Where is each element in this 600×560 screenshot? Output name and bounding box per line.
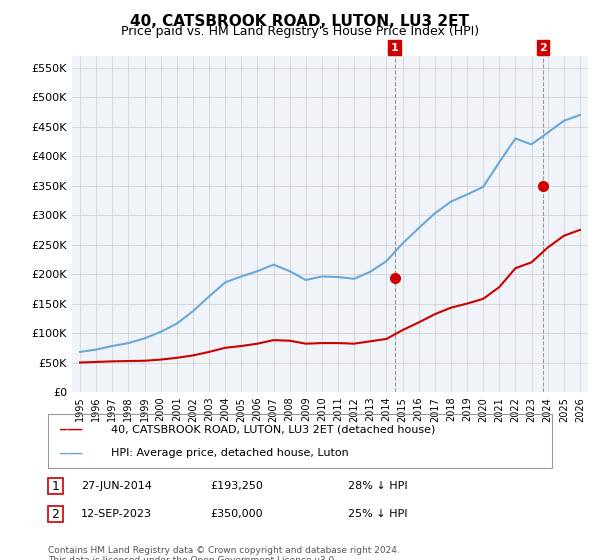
Text: 12-SEP-2023: 12-SEP-2023 [81,509,152,519]
Text: 2: 2 [52,507,59,521]
Text: 40, CATSBROOK ROAD, LUTON, LU3 2ET: 40, CATSBROOK ROAD, LUTON, LU3 2ET [131,14,470,29]
Text: Contains HM Land Registry data © Crown copyright and database right 2024.
This d: Contains HM Land Registry data © Crown c… [48,546,400,560]
Text: 40, CATSBROOK ROAD, LUTON, LU3 2ET (detached house): 40, CATSBROOK ROAD, LUTON, LU3 2ET (deta… [111,424,436,435]
Text: ———: ——— [60,446,83,459]
Text: £350,000: £350,000 [210,509,263,519]
Text: HPI: Average price, detached house, Luton: HPI: Average price, detached house, Luto… [111,447,349,458]
Text: ———: ——— [60,423,83,436]
Text: 1: 1 [391,43,398,53]
Text: 28% ↓ HPI: 28% ↓ HPI [348,481,407,491]
Text: 27-JUN-2014: 27-JUN-2014 [81,481,152,491]
Text: Price paid vs. HM Land Registry's House Price Index (HPI): Price paid vs. HM Land Registry's House … [121,25,479,38]
Text: 25% ↓ HPI: 25% ↓ HPI [348,509,407,519]
Text: 1: 1 [52,479,59,493]
Text: £193,250: £193,250 [210,481,263,491]
Text: 2: 2 [539,43,547,53]
